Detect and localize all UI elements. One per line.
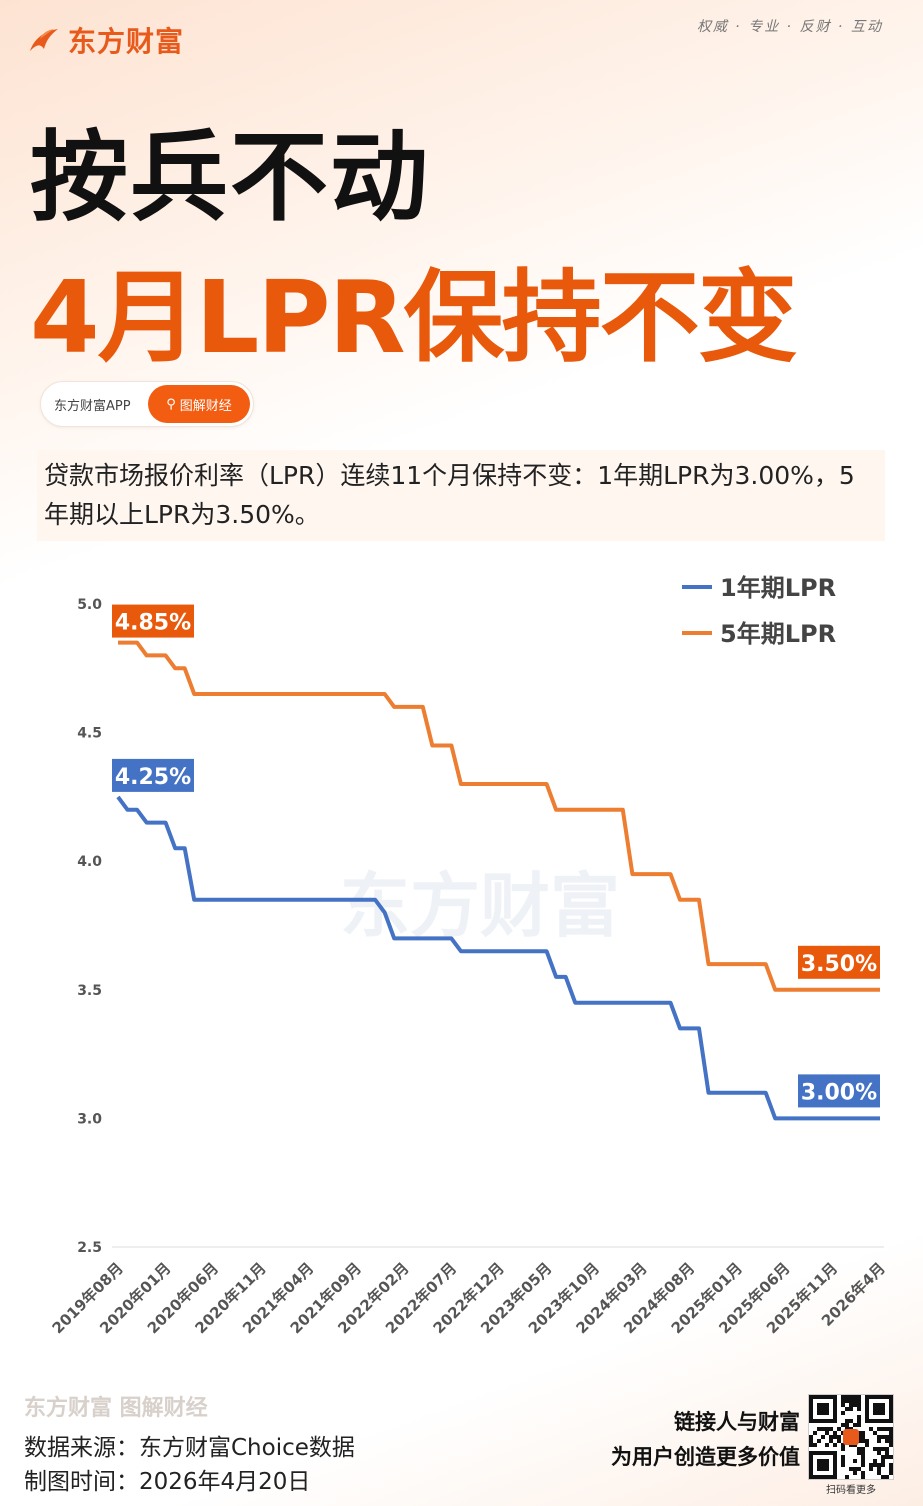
data-source: 数据来源：东方财富Choice数据: [24, 1435, 355, 1461]
flame-logo-icon: [30, 29, 58, 51]
data-label: 4.85%: [115, 611, 191, 636]
y-tick-label: 4.0: [77, 854, 102, 870]
watermark: 东方财富: [340, 865, 620, 947]
subheadline: 4月LPR保持不变: [30, 259, 798, 376]
data-label: 4.25%: [115, 765, 191, 790]
brand-name: 东方财富: [68, 25, 185, 58]
footer-slogan-2: 为用户创造更多价值: [611, 1445, 800, 1469]
data-label-box: [798, 1074, 880, 1108]
description: 贷款市场报价利率（LPR）连续11个月保持不变：1年期LPR为3.00%，5年期…: [37, 450, 885, 541]
search-icon: ⚲: [166, 396, 176, 412]
chart-date: 制图时间：2026年4月20日: [24, 1469, 311, 1495]
legend: 1年期LPR 5年期LPR: [682, 574, 836, 648]
series-line-5y: [118, 640, 880, 992]
data-label-box: [798, 945, 880, 979]
qr-caption: 扫码看更多: [826, 1485, 876, 1496]
data-label: 3.50%: [801, 952, 877, 977]
app-name: 东方财富APP: [54, 398, 131, 414]
y-tick-label: 3.5: [77, 983, 102, 999]
data-label-box: [112, 604, 194, 638]
lpr-chart: 东方财富 2.53.03.54.04.55.02019年08月2020年01月2…: [49, 574, 889, 1337]
y-tick-label: 5.0: [77, 597, 102, 613]
app-search-pill[interactable]: 东方财富APP ⚲ 图解财经: [40, 381, 254, 427]
qr-code[interactable]: [808, 1394, 894, 1480]
legend-1y: 1年期LPR: [720, 574, 836, 602]
footer-slogan-1: 链接人与财富: [674, 1410, 800, 1434]
legend-5y: 5年期LPR: [720, 620, 836, 648]
slogan: 权威 · 专业 · 反财 · 互动: [696, 19, 883, 35]
y-tick-label: 3.0: [77, 1111, 102, 1127]
y-tick-label: 4.5: [77, 726, 102, 742]
y-tick-label: 2.5: [77, 1240, 102, 1256]
data-label: 3.00%: [801, 1080, 877, 1105]
footer-logo: 东方财富 图解财经: [24, 1396, 208, 1421]
brand-logo: 东方财富: [26, 20, 184, 60]
headline: 按兵不动: [30, 121, 431, 235]
data-label-box: [112, 758, 194, 792]
search-label: 图解财经: [179, 398, 232, 414]
series-line-1y: [116, 795, 880, 1121]
search-button[interactable]: ⚲ 图解财经: [148, 385, 250, 423]
